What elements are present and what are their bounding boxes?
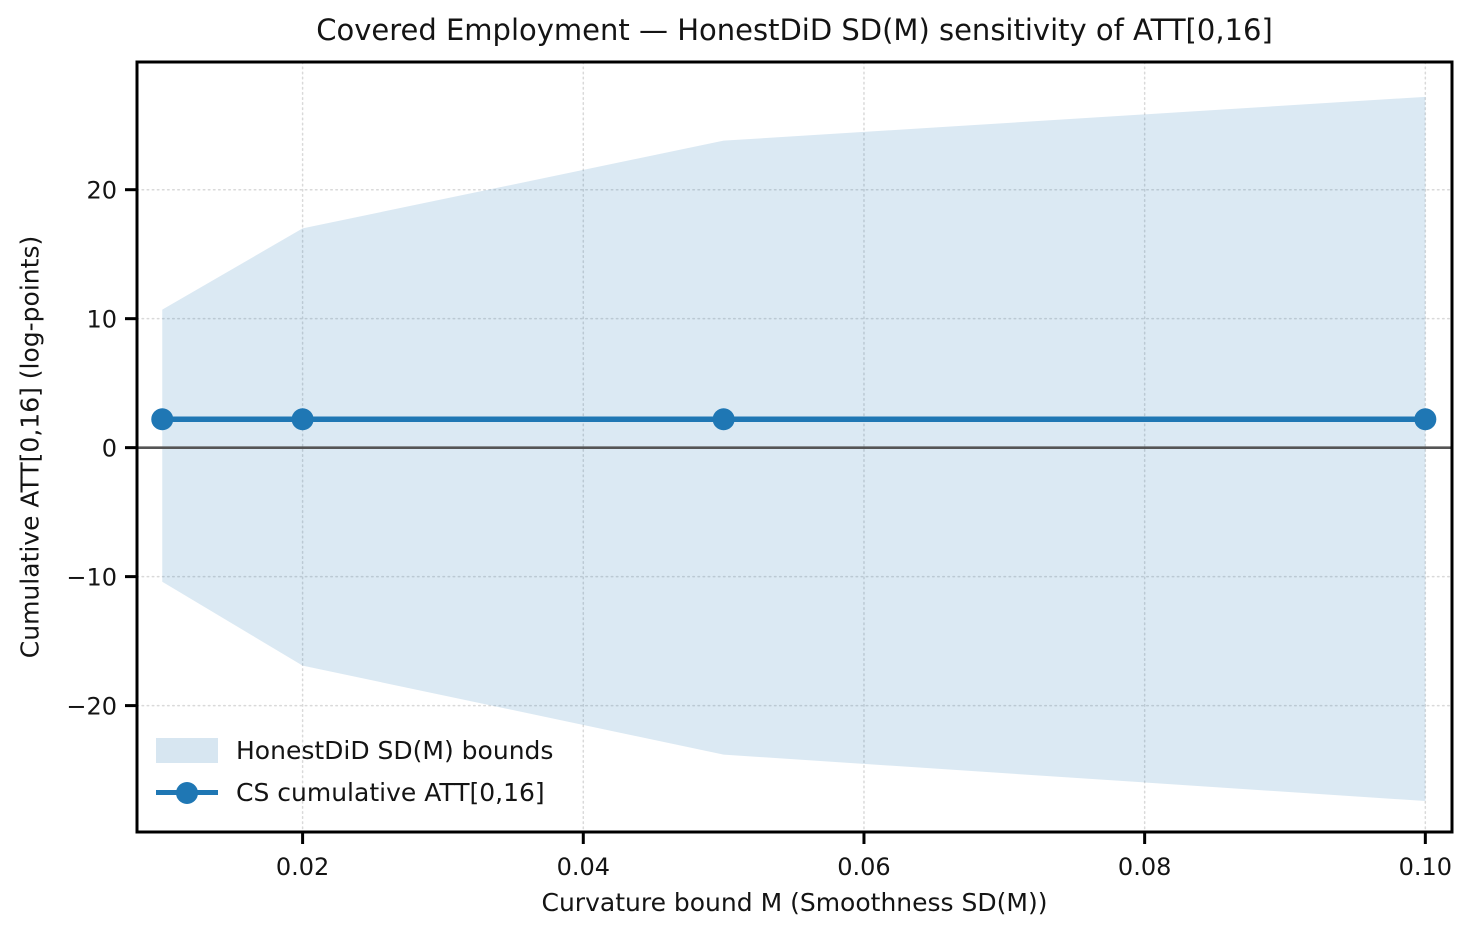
cs-att-marker [151, 408, 174, 431]
x-tick-label: 0.02 [276, 853, 329, 881]
x-tick-label: 0.04 [557, 853, 610, 881]
line-marker-swatch-icon [156, 781, 218, 804]
legend-item-cs-line: CS cumulative ATT[0,16] [156, 777, 553, 808]
y-tick-label: 10 [86, 306, 117, 334]
x-tick-label: 0.08 [1118, 853, 1171, 881]
legend-label-bounds: HonestDiD SD(M) bounds [236, 736, 554, 765]
chart-title: Covered Employment — HonestDiD SD(M) sen… [316, 13, 1273, 47]
y-tick-label: −10 [66, 564, 117, 592]
cs-att-marker [1414, 408, 1437, 431]
x-tick-label: 0.10 [1399, 853, 1452, 881]
x-axis-label: Curvature bound M (Smoothness SD(M)) [541, 888, 1048, 917]
legend-label-cs-line: CS cumulative ATT[0,16] [236, 778, 545, 807]
cs-att-marker [712, 408, 735, 431]
legend-item-bounds: HonestDiD SD(M) bounds [156, 735, 553, 766]
x-tick-label: 0.06 [837, 853, 890, 881]
band-swatch-icon [156, 738, 218, 763]
y-tick-label: 0 [102, 435, 117, 463]
marker-dot-icon [176, 781, 198, 804]
cs-att-marker [291, 408, 314, 431]
y-tick-label: 20 [86, 177, 117, 205]
y-tick-label: −20 [66, 693, 117, 721]
y-axis-label: Cumulative ATT[0,16] (log-points) [15, 235, 45, 659]
legend: HonestDiD SD(M) bounds CS cumulative ATT… [156, 735, 553, 808]
